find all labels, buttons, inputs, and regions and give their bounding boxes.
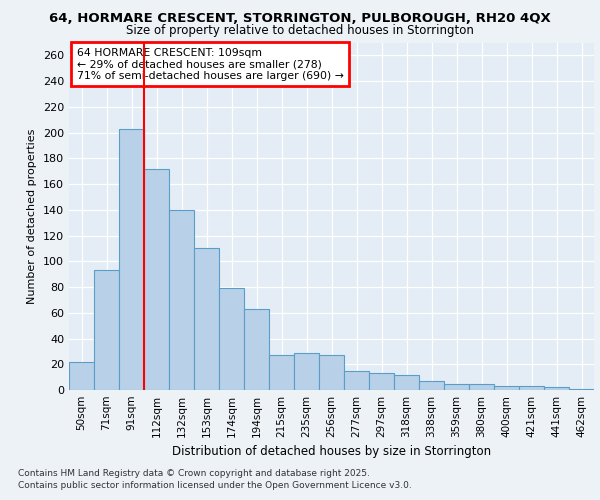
Bar: [294, 352, 319, 390]
Bar: [219, 288, 244, 390]
Bar: [544, 388, 569, 390]
X-axis label: Distribution of detached houses by size in Storrington: Distribution of detached houses by size …: [172, 446, 491, 458]
Text: Contains public sector information licensed under the Open Government Licence v3: Contains public sector information licen…: [18, 480, 412, 490]
Bar: [319, 355, 344, 390]
Bar: [569, 388, 594, 390]
Bar: [69, 362, 94, 390]
Bar: [119, 128, 144, 390]
Bar: [394, 374, 419, 390]
Bar: [494, 386, 519, 390]
Bar: [194, 248, 219, 390]
Text: Contains HM Land Registry data © Crown copyright and database right 2025.: Contains HM Land Registry data © Crown c…: [18, 469, 370, 478]
Bar: [244, 309, 269, 390]
Text: 64 HORMARE CRESCENT: 109sqm
← 29% of detached houses are smaller (278)
71% of se: 64 HORMARE CRESCENT: 109sqm ← 29% of det…: [77, 48, 344, 81]
Bar: [344, 370, 369, 390]
Y-axis label: Number of detached properties: Number of detached properties: [28, 128, 37, 304]
Bar: [169, 210, 194, 390]
Bar: [269, 355, 294, 390]
Bar: [369, 374, 394, 390]
Bar: [419, 381, 444, 390]
Bar: [144, 168, 169, 390]
Bar: [444, 384, 469, 390]
Bar: [519, 386, 544, 390]
Bar: [469, 384, 494, 390]
Text: Size of property relative to detached houses in Storrington: Size of property relative to detached ho…: [126, 24, 474, 37]
Bar: [94, 270, 119, 390]
Text: 64, HORMARE CRESCENT, STORRINGTON, PULBOROUGH, RH20 4QX: 64, HORMARE CRESCENT, STORRINGTON, PULBO…: [49, 12, 551, 26]
